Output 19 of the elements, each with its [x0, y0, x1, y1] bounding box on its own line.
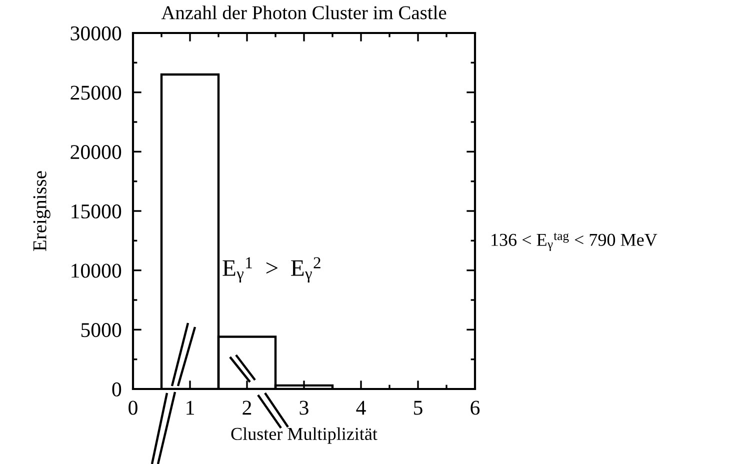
x-tick-label: 2 — [242, 400, 252, 415]
y-tick-label: 20000 — [70, 145, 122, 160]
annotation: E$_{γ}$$^{1}$ > E$_{γ}$$^{2}$ — [222, 257, 320, 283]
x-tick-label: 5 — [414, 400, 422, 415]
y-axis-title: Ereignisse — [33, 171, 50, 251]
x-tick-label: 6 — [470, 400, 480, 415]
chart-title: Anzahl der Photon Cluster im Castle — [161, 6, 446, 20]
y-tick-label: 25000 — [70, 86, 122, 100]
x-tick-label: 4 — [356, 400, 366, 415]
y-tick-label: 0 — [112, 382, 122, 396]
y-tick-label: 15000 — [72, 204, 122, 218]
y-tick-label: 10000 — [72, 264, 122, 278]
x-tick-label: 1 — [186, 400, 194, 415]
x-axis-title: Cluster Multiplizität — [231, 427, 378, 444]
text: 136 < E$_{γ}$$^{tag}$ < 790 MeV — [492, 232, 658, 251]
y-tick-label: 5000 — [81, 323, 122, 338]
x-tick-label: 0 — [128, 400, 138, 415]
y-tick-label: 30000 — [70, 26, 122, 40]
x-tick-label: 3 — [300, 400, 308, 415]
